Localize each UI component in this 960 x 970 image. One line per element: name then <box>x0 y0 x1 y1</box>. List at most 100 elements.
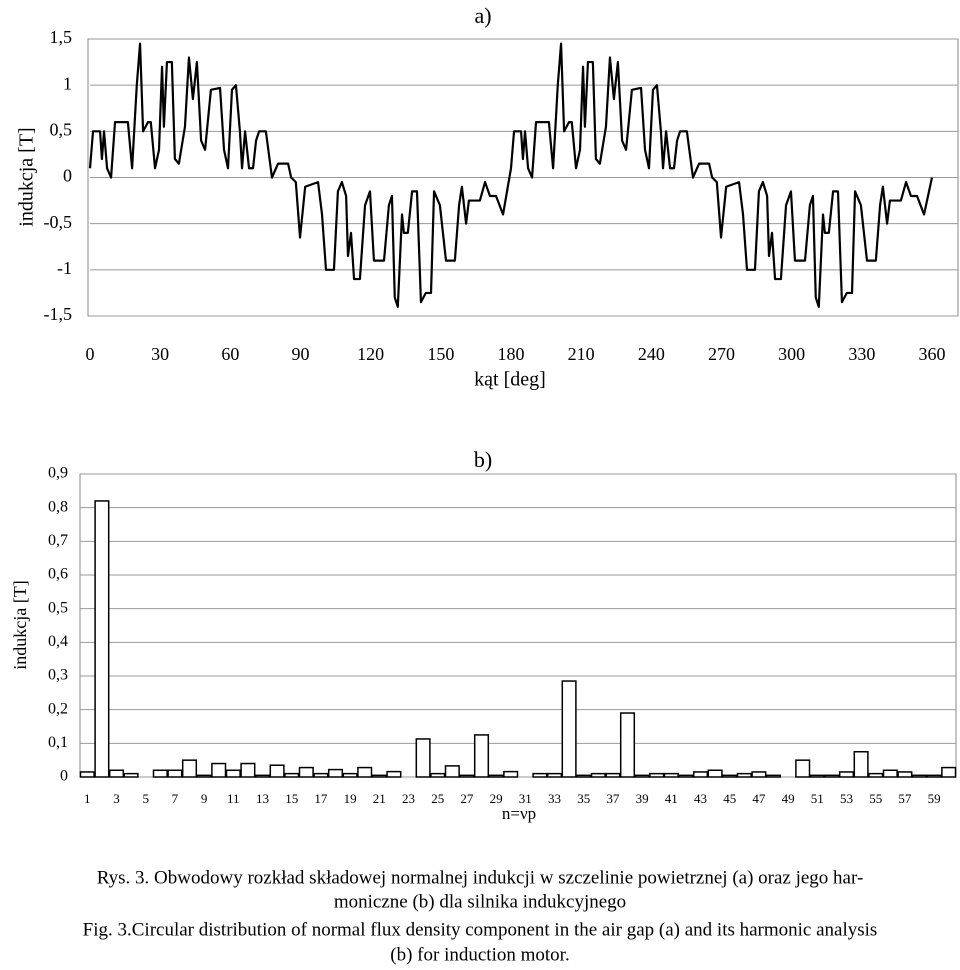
bar <box>838 771 855 778</box>
bar <box>576 774 592 778</box>
bar <box>765 774 782 778</box>
x-tick-label: 23 <box>402 791 415 806</box>
bar <box>663 772 679 778</box>
bar <box>649 772 665 778</box>
bar <box>240 762 256 778</box>
x-tick-label: 49 <box>782 791 795 806</box>
y-tick-label: -1,5 <box>44 304 73 324</box>
bar <box>897 771 913 778</box>
bar <box>707 769 723 778</box>
bar <box>79 771 95 778</box>
x-tick-label: 1 <box>84 791 91 806</box>
x-tick-label: 30 <box>151 344 169 364</box>
bar <box>430 772 446 778</box>
y-tick-label: -1 <box>57 258 72 278</box>
x-tick-label: 210 <box>568 344 595 364</box>
bar <box>225 769 241 778</box>
bar <box>327 768 344 778</box>
bar <box>298 766 314 778</box>
bar <box>284 772 300 778</box>
bar <box>809 774 825 778</box>
bar <box>546 772 563 778</box>
bar <box>181 759 198 778</box>
bar <box>868 772 884 778</box>
bar <box>488 774 504 778</box>
x-tick-label: 31 <box>519 791 532 806</box>
bar <box>824 774 840 778</box>
bar <box>882 769 898 778</box>
x-tick-label: 3 <box>113 791 120 806</box>
y-tick-label: 0,5 <box>48 599 68 616</box>
y-axis-label: indukcja [T] <box>10 580 30 669</box>
bar <box>619 712 636 778</box>
bar <box>853 751 869 778</box>
bar <box>503 770 519 778</box>
x-tick-label: 59 <box>928 791 941 806</box>
plot-frame <box>79 473 957 778</box>
caption-line: Fig. 3.Circular distribution of normal f… <box>83 919 878 940</box>
x-tick-label: 41 <box>665 791 678 806</box>
x-tick-label: 35 <box>577 791 590 806</box>
y-tick-label: 0 <box>63 166 72 186</box>
x-tick-label: 21 <box>373 791 386 806</box>
x-tick-label: 7 <box>172 791 179 806</box>
x-tick-label: 5 <box>142 791 149 806</box>
x-tick-label: 37 <box>606 791 620 806</box>
bar <box>911 774 928 778</box>
chart-title: a) <box>474 3 491 28</box>
bar <box>459 774 475 778</box>
x-tick-label: 53 <box>840 791 853 806</box>
x-tick-label: 51 <box>811 791 824 806</box>
bar <box>254 774 271 778</box>
x-tick-label: 45 <box>723 791 736 806</box>
x-tick-label: 27 <box>460 791 474 806</box>
x-tick-label: 150 <box>427 344 454 364</box>
x-tick-label: 120 <box>357 344 384 364</box>
y-tick-label: 0,6 <box>48 566 68 583</box>
bar <box>926 774 942 778</box>
x-tick-label: 0 <box>86 344 95 364</box>
bar <box>736 772 752 778</box>
x-tick-label: 43 <box>694 791 707 806</box>
y-tick-label: 0,9 <box>48 465 68 482</box>
y-tick-label: 0,7 <box>48 532 68 549</box>
bar <box>269 764 285 778</box>
x-tick-label: 360 <box>919 344 946 364</box>
bar <box>196 774 212 778</box>
x-tick-label: 300 <box>778 344 805 364</box>
bar <box>605 772 621 778</box>
bar <box>634 774 650 778</box>
bar <box>342 772 358 778</box>
bar <box>211 762 227 778</box>
x-tick-label: 39 <box>636 791 649 806</box>
y-tick-label: 0,4 <box>48 633 68 650</box>
bar <box>751 771 767 778</box>
x-tick-label: 9 <box>201 791 208 806</box>
x-tick-label: 60 <box>221 344 239 364</box>
x-tick-label: 11 <box>227 791 240 806</box>
x-tick-label: 29 <box>490 791 503 806</box>
y-tick-label: 0,8 <box>48 498 68 515</box>
x-tick-label: 330 <box>848 344 875 364</box>
bar <box>313 772 329 778</box>
x-tick-label: 270 <box>708 344 735 364</box>
bar <box>108 769 125 778</box>
bar <box>722 774 738 778</box>
bar <box>94 500 110 778</box>
y-tick-label: 0,1 <box>48 734 68 751</box>
data-line <box>88 42 934 308</box>
bar <box>152 769 168 778</box>
bar <box>473 734 490 778</box>
y-tick-label: -0,5 <box>44 212 73 232</box>
x-tick-label: 55 <box>869 791 882 806</box>
bar <box>386 770 402 778</box>
caption-line: Rys. 3. Obwodowy rozkład składowej norma… <box>97 867 864 888</box>
x-tick-label: 17 <box>314 791 328 806</box>
y-axis-label: indukcja [T] <box>16 127 38 226</box>
caption-line: moniczne (b) dla silnika indukcyjnego <box>334 891 626 912</box>
x-tick-label: 240 <box>638 344 665 364</box>
y-tick-label: 1,5 <box>50 27 73 47</box>
bar <box>941 766 957 778</box>
